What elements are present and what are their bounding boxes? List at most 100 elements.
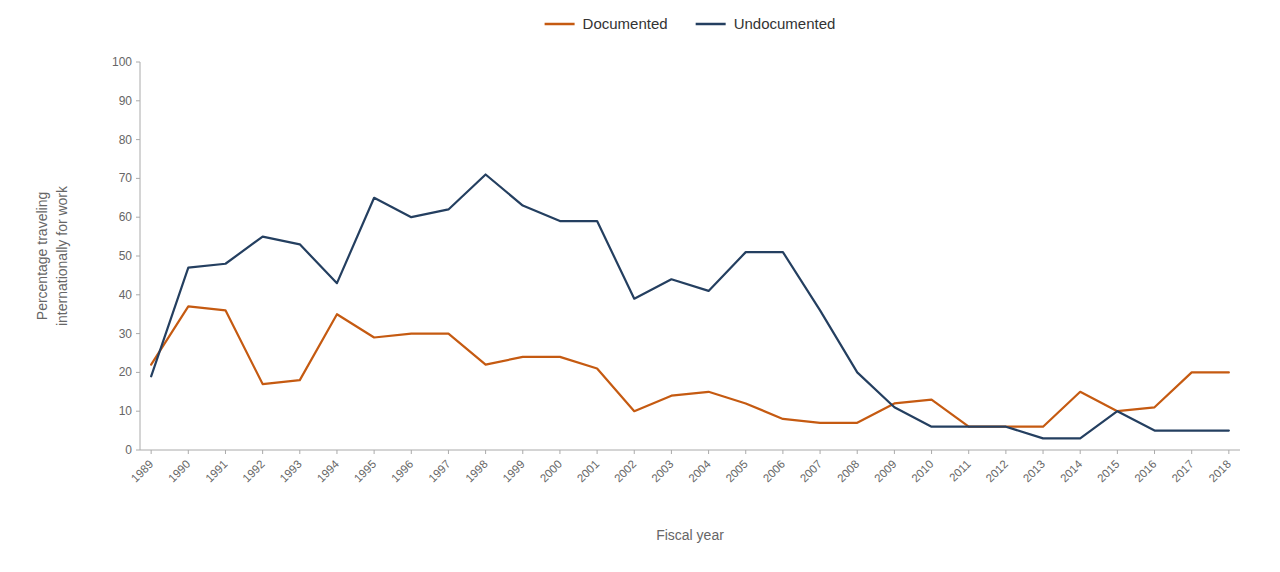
legend-label: Undocumented xyxy=(734,15,836,32)
y-tick-label: 10 xyxy=(119,404,133,418)
x-tick-label: 1989 xyxy=(129,458,156,485)
x-tick xyxy=(151,450,152,454)
y-tick xyxy=(136,100,140,101)
x-tick xyxy=(820,450,821,454)
x-tick-label: 2003 xyxy=(649,458,676,485)
legend: Documented Undocumented xyxy=(545,15,836,32)
series-line xyxy=(151,175,1229,439)
y-tick xyxy=(136,450,140,451)
y-tick-label: 30 xyxy=(119,327,133,341)
y-tick xyxy=(136,217,140,218)
x-tick xyxy=(634,450,635,454)
x-tick xyxy=(931,450,932,454)
legend-swatch xyxy=(696,23,726,26)
y-tick xyxy=(136,256,140,257)
x-axis-label: Fiscal year xyxy=(656,527,724,543)
y-tick-label: 90 xyxy=(119,94,133,108)
y-axis-label-line: Percentage traveling xyxy=(34,192,50,320)
x-tick xyxy=(968,450,969,454)
x-tick-label: 2005 xyxy=(723,458,750,485)
y-tick-label: 60 xyxy=(119,210,133,224)
y-axis: 0 10 20 30 40 50 60 70 80 90 100 xyxy=(112,55,140,457)
x-tick-label: 1990 xyxy=(166,458,193,485)
x-tick xyxy=(894,450,895,454)
y-tick xyxy=(136,333,140,334)
x-axis: 1989 1990 1991 1992 1993 1994 1995 1996 1997 1998… xyxy=(129,450,1240,484)
series-group xyxy=(151,175,1229,439)
x-tick-label: 2010 xyxy=(909,458,936,485)
x-tick xyxy=(336,450,337,454)
x-tick-label: 2016 xyxy=(1132,458,1159,485)
x-tick xyxy=(1191,450,1192,454)
series-line xyxy=(151,306,1229,426)
x-tick xyxy=(411,450,412,454)
y-tick-label: 0 xyxy=(125,443,132,457)
x-tick xyxy=(597,450,598,454)
y-tick-label: 20 xyxy=(119,365,133,379)
x-tick xyxy=(782,450,783,454)
x-tick xyxy=(1117,450,1118,454)
x-tick xyxy=(374,450,375,454)
x-axis-line xyxy=(140,450,1240,451)
x-tick-label: 2011 xyxy=(947,458,973,484)
x-tick xyxy=(448,450,449,454)
x-tick xyxy=(708,450,709,454)
x-tick xyxy=(1080,450,1081,454)
x-tick-label: 2008 xyxy=(835,458,862,485)
y-tick xyxy=(136,139,140,140)
y-tick xyxy=(136,372,140,373)
x-tick xyxy=(188,450,189,454)
x-tick-label: 2001 xyxy=(575,458,602,485)
x-tick-label: 2006 xyxy=(761,458,788,485)
y-tick xyxy=(136,62,140,63)
x-tick-label: 2002 xyxy=(612,458,639,485)
y-tick xyxy=(136,294,140,295)
x-tick xyxy=(745,450,746,454)
x-tick-label: 2013 xyxy=(1021,458,1048,485)
x-tick-label: 2000 xyxy=(538,458,565,485)
x-tick-label: 2017 xyxy=(1169,458,1196,485)
x-tick-label: 1999 xyxy=(500,458,527,485)
x-tick xyxy=(1043,450,1044,454)
legend-swatch xyxy=(545,23,575,26)
x-tick-label: 1995 xyxy=(352,458,379,485)
x-tick xyxy=(857,450,858,454)
y-tick-label: 70 xyxy=(119,171,133,185)
x-tick-label: 2009 xyxy=(872,458,899,485)
chart: 0102030405060708090100198919901991199219… xyxy=(0,0,1280,572)
x-tick-label: 1992 xyxy=(240,458,267,485)
x-tick-label: 2007 xyxy=(798,458,825,485)
y-tick xyxy=(136,178,140,179)
x-tick xyxy=(671,450,672,454)
x-tick xyxy=(522,450,523,454)
x-tick-label: 1994 xyxy=(315,457,342,484)
y-tick-label: 100 xyxy=(112,55,132,69)
x-tick-label: 1997 xyxy=(426,458,453,485)
x-tick-label: 2012 xyxy=(984,458,1011,485)
x-tick xyxy=(225,450,226,454)
x-tick-label: 2018 xyxy=(1207,458,1234,485)
x-tick-label: 2014 xyxy=(1058,457,1085,484)
x-tick-label: 1996 xyxy=(389,458,416,485)
y-tick xyxy=(136,411,140,412)
y-axis-label-line: internationally for work xyxy=(54,185,70,326)
x-tick-label: 1998 xyxy=(463,458,490,485)
x-tick xyxy=(262,450,263,454)
x-tick xyxy=(1005,450,1006,454)
x-tick-label: 1993 xyxy=(277,458,304,485)
legend-item: Documented xyxy=(545,15,668,32)
x-tick xyxy=(485,450,486,454)
y-tick-label: 80 xyxy=(119,133,133,147)
x-tick-label: 2004 xyxy=(686,457,713,484)
x-tick-label: 2015 xyxy=(1095,458,1122,485)
y-tick-label: 50 xyxy=(119,249,133,263)
legend-item: Undocumented xyxy=(696,15,836,32)
legend-label: Documented xyxy=(583,15,668,32)
y-tick-label: 40 xyxy=(119,288,133,302)
x-tick xyxy=(1228,450,1229,454)
x-tick xyxy=(299,450,300,454)
x-tick xyxy=(1154,450,1155,454)
x-tick xyxy=(559,450,560,454)
x-tick-label: 1991 xyxy=(203,458,230,485)
y-axis-label: Percentage travelinginternationally for … xyxy=(34,185,70,326)
